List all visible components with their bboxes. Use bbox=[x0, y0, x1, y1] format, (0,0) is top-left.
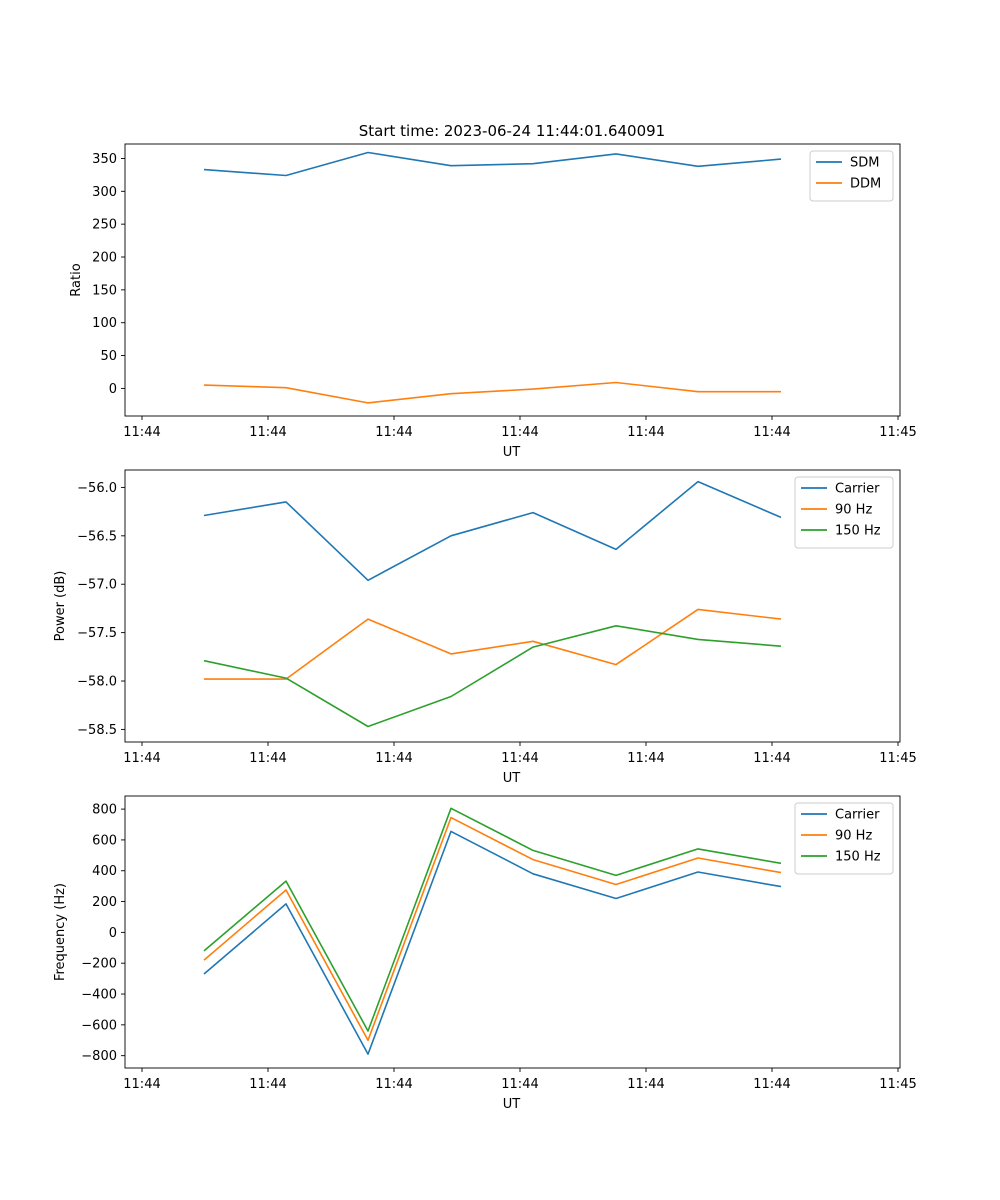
x-tick-label: 11:45 bbox=[879, 1077, 916, 1092]
x-tick-label: 11:44 bbox=[375, 751, 412, 766]
y-tick-label: −58.5 bbox=[77, 723, 117, 738]
x-tick-label: 11:44 bbox=[249, 751, 286, 766]
axes-frame bbox=[124, 143, 901, 417]
series-line-90-hz bbox=[204, 608, 782, 680]
series-line-carrier bbox=[203, 480, 782, 582]
y-tick-label: 100 bbox=[92, 316, 117, 331]
x-axis-label: UT bbox=[503, 445, 521, 460]
legend-frame bbox=[809, 150, 894, 202]
y-tick-label: −800 bbox=[81, 1049, 117, 1064]
y-tick-label: 50 bbox=[100, 349, 117, 364]
y-tick-label: 200 bbox=[92, 251, 117, 266]
y-axis-label: Ratio bbox=[69, 263, 84, 296]
y-tick-label: 0 bbox=[109, 382, 117, 397]
panels: 11:44 11:44 11:44 11:44 11:44 11:44 11:45 0 50 10… bbox=[53, 143, 917, 1112]
y-tick-label: 250 bbox=[92, 218, 117, 233]
y-tick-label: −58.0 bbox=[77, 675, 117, 690]
legend: SDM DDM bbox=[809, 150, 894, 202]
x-tick-label: 11:44 bbox=[249, 425, 286, 440]
legend-label: 90 Hz bbox=[835, 829, 872, 844]
chart-panel-2: 11:44 11:44 11:44 11:44 11:44 11:44 11:45 −58.5… bbox=[53, 469, 917, 786]
axes-frame bbox=[124, 469, 901, 743]
series-line-carrier bbox=[203, 830, 782, 1055]
chart-panel-3: 11:44 11:44 11:44 11:44 11:44 11:44 11:45 −800 −… bbox=[53, 795, 917, 1112]
series-line-ddm bbox=[203, 381, 781, 404]
y-tick-label: 300 bbox=[92, 185, 117, 200]
y-tick-label: −600 bbox=[81, 1018, 117, 1033]
x-tick-label: 11:45 bbox=[879, 425, 916, 440]
x-tick-label: 11:44 bbox=[249, 1077, 286, 1092]
x-tick-label: 11:44 bbox=[375, 1077, 412, 1092]
x-tick-label: 11:44 bbox=[501, 1077, 538, 1092]
x-axis-label: UT bbox=[503, 1097, 521, 1112]
y-tick-label: −400 bbox=[81, 988, 117, 1003]
y-tick-label: 200 bbox=[92, 895, 117, 910]
y-tick-label: −57.5 bbox=[77, 626, 117, 641]
x-tick-label: 11:45 bbox=[879, 751, 916, 766]
y-tick-label: −56.5 bbox=[77, 529, 117, 544]
x-tick-label: 11:44 bbox=[753, 751, 790, 766]
y-tick-label: 0 bbox=[109, 926, 117, 941]
x-tick-label: 11:44 bbox=[123, 751, 160, 766]
x-tick-label: 11:44 bbox=[627, 425, 664, 440]
legend-label: Carrier bbox=[835, 808, 880, 823]
x-tick-label: 11:44 bbox=[753, 425, 790, 440]
legend-label: 150 Hz bbox=[835, 850, 881, 865]
legend-label: DDM bbox=[850, 177, 881, 192]
x-tick-label: 11:44 bbox=[627, 751, 664, 766]
legend: Carrier 90 Hz 150 Hz bbox=[794, 476, 894, 549]
x-tick-label: 11:44 bbox=[501, 751, 538, 766]
y-axis-label: Frequency (Hz) bbox=[53, 883, 68, 981]
x-tick-label: 11:44 bbox=[375, 425, 412, 440]
legend-label: Carrier bbox=[835, 482, 880, 497]
y-tick-label: 350 bbox=[92, 152, 117, 167]
x-tick-label: 11:44 bbox=[501, 425, 538, 440]
y-tick-label: −57.0 bbox=[77, 578, 117, 593]
series-line-150-hz bbox=[203, 807, 782, 1032]
legend-label: SDM bbox=[850, 156, 879, 171]
y-tick-label: −56.0 bbox=[77, 481, 117, 496]
legend-label: 90 Hz bbox=[835, 503, 872, 518]
legend: Carrier 90 Hz 150 Hz bbox=[794, 802, 894, 875]
y-tick-label: 800 bbox=[92, 803, 117, 818]
x-tick-label: 11:44 bbox=[627, 1077, 664, 1092]
series-line-90-hz bbox=[203, 816, 782, 1042]
y-axis-label: Power (dB) bbox=[53, 571, 68, 642]
series-line-sdm bbox=[203, 151, 782, 177]
y-tick-label: 150 bbox=[92, 283, 117, 298]
y-tick-label: 600 bbox=[92, 833, 117, 848]
x-tick-label: 11:44 bbox=[123, 425, 160, 440]
chart-panel-1: 11:44 11:44 11:44 11:44 11:44 11:44 11:45 0 50 10… bbox=[69, 143, 917, 460]
x-tick-label: 11:44 bbox=[753, 1077, 790, 1092]
x-axis-label: UT bbox=[503, 771, 521, 786]
figure-title: Start time: 2023-06-24 11:44:01.640091 bbox=[359, 122, 665, 140]
y-tick-label: −200 bbox=[81, 957, 117, 972]
axes-frame bbox=[124, 795, 901, 1069]
series-line-150-hz bbox=[203, 624, 782, 728]
legend-label: 150 Hz bbox=[835, 524, 881, 539]
x-tick-label: 11:44 bbox=[123, 1077, 160, 1092]
y-tick-label: 400 bbox=[92, 864, 117, 879]
